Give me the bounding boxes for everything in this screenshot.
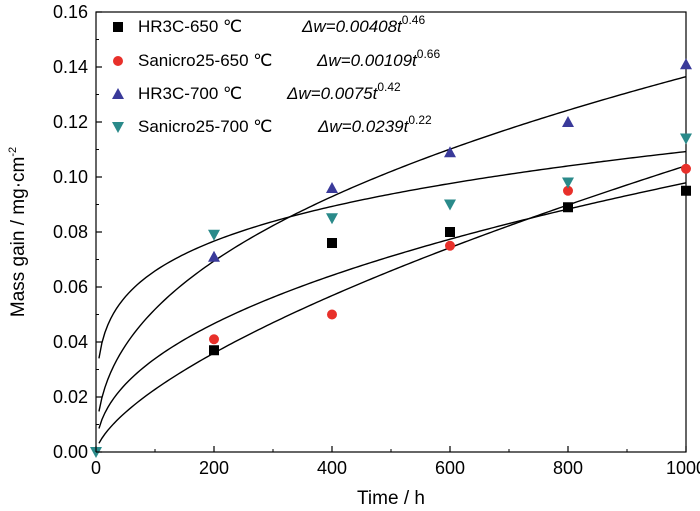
data-point [208,250,220,262]
legend-equation: Δw=0.00408t0.46 [301,13,425,36]
y-axis-title-main: Mass gain / mg·cm [8,157,29,317]
x-tick-label: 0 [91,458,101,478]
data-markers [90,58,692,458]
legend-equation: Δw=0.00109t0.66 [316,47,440,70]
data-point [326,182,338,193]
y-tick-label: 0.12 [53,112,88,132]
data-point [327,238,337,248]
legend-equation: Δw=0.0239t0.22 [317,113,432,136]
y-tick-label: 0.08 [53,222,88,242]
data-point [326,213,338,225]
y-tick-label: 0.00 [53,442,88,462]
x-axis-title: Time / h [357,488,425,509]
y-tick-label: 0.10 [53,167,88,187]
data-point [209,345,219,356]
legend-marker [112,88,124,99]
data-point [562,116,574,127]
data-point [680,58,692,70]
legend-label: Sanicro25-650 ℃ [138,51,272,70]
y-tick-label: 0.04 [53,332,88,352]
y-tick-label: 0.14 [53,57,88,77]
legend-marker [112,122,124,133]
legend-equation: Δw=0.0075t0.42 [286,80,401,103]
legend: HR3C-650 ℃ Δw=0.00408t0.46 Sanicro25-650 ℃… [112,13,440,136]
data-point [444,199,456,211]
fit-curve [98,76,687,412]
y-axis-title-sup: -2 [7,147,19,157]
data-point [208,229,220,241]
data-point [681,163,691,174]
y-tick-label: 0.16 [53,2,88,22]
data-point [563,185,573,196]
legend-label: HR3C-650 ℃ [138,17,242,36]
fit-curves [98,76,687,444]
data-point [444,146,456,158]
data-point [563,202,573,213]
fit-curve [98,150,687,359]
data-point [681,185,691,196]
x-tick-label: 400 [317,458,347,478]
data-point [562,177,574,189]
y-tick-label: 0.02 [53,387,88,407]
x-tick-label: 600 [435,458,465,478]
plot-frame [95,11,687,453]
x-tick-label: 800 [553,458,583,478]
legend-marker [113,22,123,32]
legend-label: Sanicro25-700 ℃ [138,117,272,136]
y-axis-title: Mass gain / mg·cm-2 [7,147,29,317]
legend-label: HR3C-700 ℃ [138,84,242,103]
data-point [209,334,219,345]
data-point [680,133,692,145]
legend-marker [113,56,123,66]
data-point [445,240,455,251]
y-tick-label: 0.06 [53,277,88,297]
x-tick-label: 200 [199,458,229,478]
data-point [445,227,455,237]
fit-curve [98,182,687,429]
data-point [327,309,337,320]
fit-curve [98,165,687,444]
y-axis: 0.00 0.02 0.04 0.06 0.08 0.10 0.12 0.14 0.16 [53,2,102,462]
